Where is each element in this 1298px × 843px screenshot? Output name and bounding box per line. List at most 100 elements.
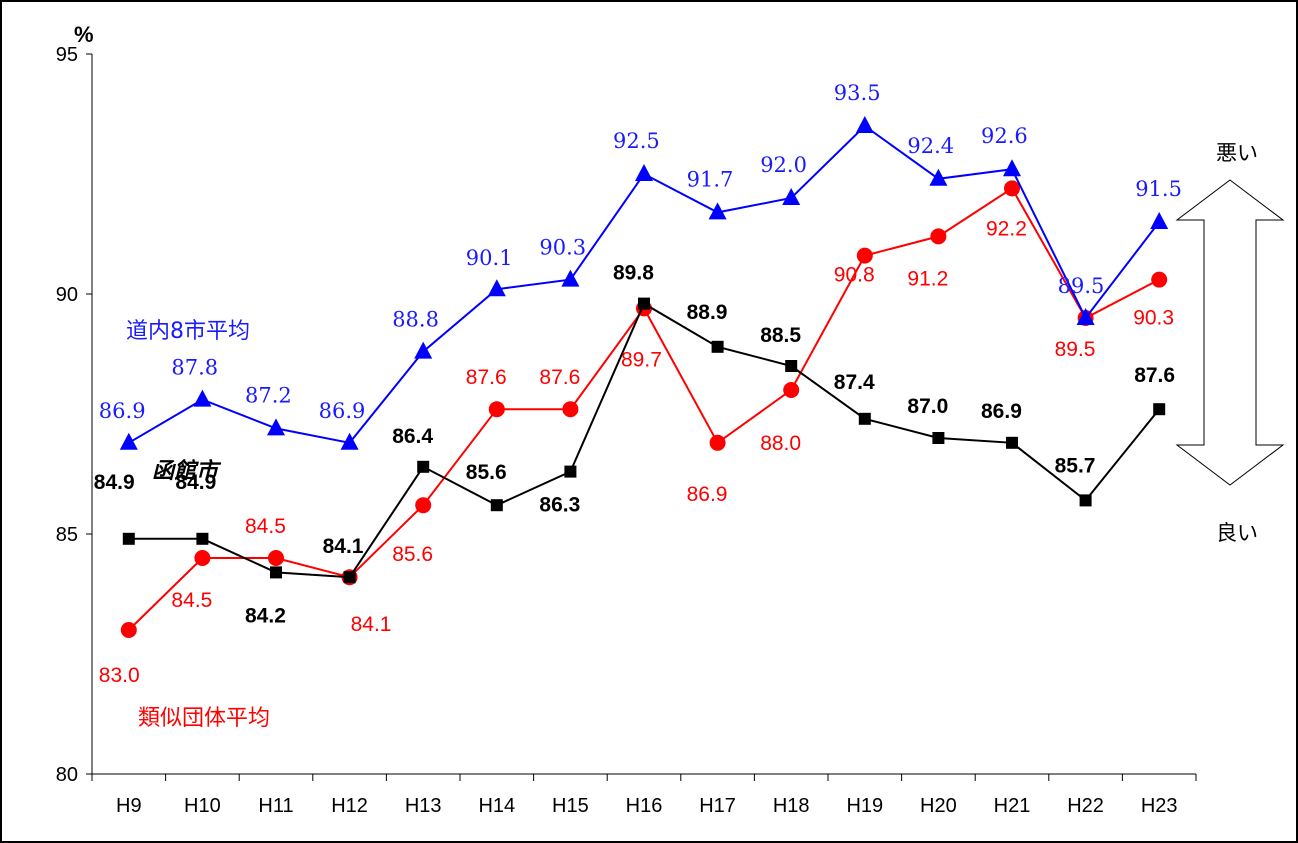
x-tick-label: H14 xyxy=(478,795,515,817)
data-label-dounai: 86.9 xyxy=(99,399,146,423)
x-tick-label: H22 xyxy=(1067,795,1104,817)
data-label-dounai: 92.5 xyxy=(613,129,660,153)
data-label-dounai: 92.6 xyxy=(981,124,1028,148)
data-point-hakodate xyxy=(270,566,282,579)
data-label-hakodate: 84.9 xyxy=(175,471,216,494)
data-label-ruiji: 84.1 xyxy=(351,613,392,636)
axes: 80 85 90 95 H9 H10 H11 H12 H13 H14 H15 H16 H17 H18 H19… xyxy=(56,44,1197,817)
data-label-dounai: 91.7 xyxy=(687,167,734,191)
data-point-hakodate xyxy=(1006,436,1018,449)
data-label-ruiji: 85.6 xyxy=(392,543,433,566)
data-label-dounai: 93.5 xyxy=(834,81,881,105)
data-point-ruiji xyxy=(930,228,947,245)
data-label-dounai: 87.8 xyxy=(171,356,218,380)
data-label-dounai: 90.3 xyxy=(539,236,586,260)
data-point-hakodate xyxy=(417,460,430,473)
data-point-dounai xyxy=(929,168,948,186)
x-tick-label: H17 xyxy=(699,795,736,817)
data-label-ruiji: 86.9 xyxy=(687,483,728,506)
x-tick-label: H11 xyxy=(258,795,293,817)
data-label-hakodate: 84.9 xyxy=(94,471,135,494)
data-point-dounai xyxy=(340,432,359,450)
data-label-ruiji: 89.7 xyxy=(621,348,662,371)
data-label-hakodate: 85.6 xyxy=(466,461,507,484)
data-point-ruiji xyxy=(488,401,505,418)
data-label-hakodate: 84.2 xyxy=(245,604,286,627)
x-tick-label: H9 xyxy=(116,795,142,817)
data-point-hakodate xyxy=(1079,494,1092,507)
data-label-dounai: 92.0 xyxy=(760,153,807,177)
data-point-ruiji xyxy=(856,247,873,264)
legend-ruiji: 類似団体平均 xyxy=(138,706,270,731)
y-tick-label: 85 xyxy=(56,524,78,546)
data-label-dounai: 91.5 xyxy=(1135,177,1182,201)
data-label-ruiji: 92.2 xyxy=(986,217,1027,240)
data-label-hakodate: 87.4 xyxy=(834,371,875,394)
data-label-ruiji: 91.2 xyxy=(907,267,948,290)
data-label-hakodate: 86.9 xyxy=(981,400,1022,423)
data-label-hakodate: 88.5 xyxy=(760,324,801,347)
data-label-dounai: 92.4 xyxy=(907,134,954,158)
data-label-ruiji: 84.5 xyxy=(171,589,212,612)
data-point-hakodate xyxy=(490,499,503,512)
data-label-ruiji: 87.6 xyxy=(466,366,507,389)
series-dounai xyxy=(119,116,1169,450)
x-tick-label: H15 xyxy=(552,795,589,817)
x-tick-label: H16 xyxy=(626,795,663,817)
data-point-dounai xyxy=(635,164,653,181)
data-point-hakodate xyxy=(196,532,209,545)
data-label-dounai: 87.2 xyxy=(245,383,292,407)
data-label-ruiji: 87.6 xyxy=(539,366,580,389)
legend-hakodate: 函館市 xyxy=(152,458,222,484)
data-label-hakodate: 86.3 xyxy=(539,494,580,517)
annotation-good: 良い xyxy=(1216,521,1258,545)
data-label-dounai: 86.9 xyxy=(319,399,366,423)
data-point-hakodate xyxy=(122,532,135,545)
data-point-dounai xyxy=(561,269,580,287)
data-point-ruiji xyxy=(783,382,800,398)
data-label-ruiji: 83.0 xyxy=(99,664,140,687)
x-tick-label: H13 xyxy=(405,795,442,817)
x-tick-label: H19 xyxy=(846,795,883,817)
data-point-dounai xyxy=(782,188,801,205)
data-label-dounai: 90.1 xyxy=(466,246,513,270)
data-point-ruiji xyxy=(268,550,284,566)
data-label-hakodate: 89.8 xyxy=(613,262,654,285)
data-point-ruiji xyxy=(415,497,432,514)
data-point-dounai xyxy=(708,202,727,220)
data-point-ruiji xyxy=(1151,271,1168,288)
series-hakodate xyxy=(122,297,1166,584)
x-tick-label: H12 xyxy=(331,795,368,817)
data-label-hakodate: 87.0 xyxy=(907,395,948,418)
data-label-dounai: 89.5 xyxy=(1058,274,1105,298)
data-label-dounai: 88.8 xyxy=(392,308,439,332)
data-point-ruiji xyxy=(120,622,137,638)
y-unit-label: % xyxy=(74,22,94,47)
data-point-ruiji xyxy=(709,434,726,451)
data-point-ruiji xyxy=(1004,180,1020,197)
y-tick-label: 90 xyxy=(56,284,78,306)
data-point-hakodate xyxy=(1153,403,1166,416)
data-label-hakodate: 84.1 xyxy=(323,535,364,558)
data-point-hakodate xyxy=(343,571,356,584)
data-point-hakodate xyxy=(858,412,871,425)
data-label-ruiji: 88.0 xyxy=(760,432,801,455)
data-label-hakodate: 88.9 xyxy=(687,301,728,324)
x-tick-label: H20 xyxy=(920,795,957,817)
data-point-dounai xyxy=(1150,212,1169,229)
y-tick-label: 95 xyxy=(56,44,78,66)
data-label-hakodate: 85.7 xyxy=(1055,454,1096,477)
data-point-hakodate xyxy=(638,297,650,310)
data-point-ruiji xyxy=(562,401,579,418)
annotation-bad: 悪い xyxy=(1216,141,1258,165)
data-point-dounai xyxy=(414,341,433,359)
data-point-dounai xyxy=(119,432,138,450)
data-label-ruiji: 90.3 xyxy=(1133,307,1174,330)
data-point-dounai xyxy=(487,279,506,297)
x-tick-label: H18 xyxy=(773,795,810,817)
data-point-dounai xyxy=(193,389,212,407)
data-label-ruiji: 90.8 xyxy=(834,264,875,287)
data-point-hakodate xyxy=(711,340,724,353)
